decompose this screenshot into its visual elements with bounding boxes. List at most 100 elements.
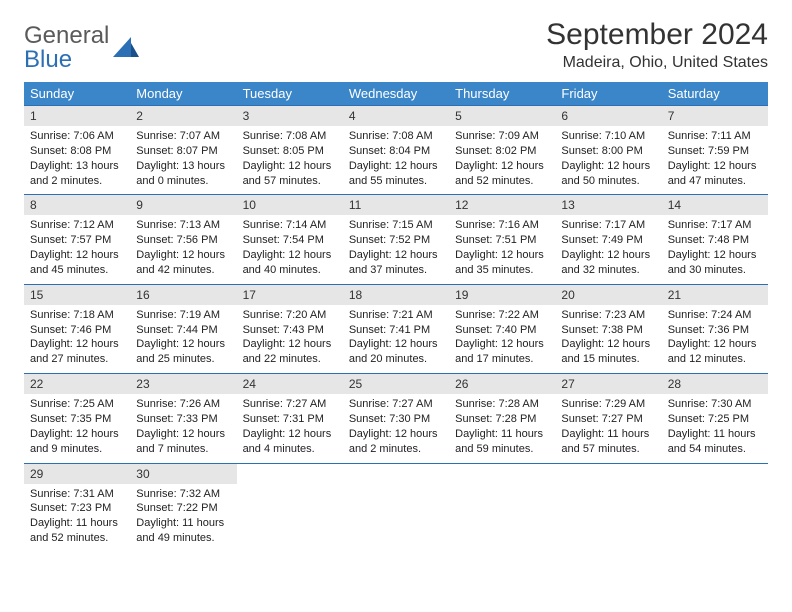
day-number: 22 — [24, 374, 130, 394]
daylight-text: Daylight: 12 hours and 22 minutes. — [243, 337, 337, 367]
day-cell: 15Sunrise: 7:18 AMSunset: 7:46 PMDayligh… — [24, 284, 130, 373]
day-number: 11 — [343, 195, 449, 215]
daylight-text: Daylight: 12 hours and 37 minutes. — [349, 248, 443, 278]
sunset-text: Sunset: 7:46 PM — [30, 323, 124, 338]
daylight-text: Daylight: 12 hours and 30 minutes. — [668, 248, 762, 278]
daylight-text: Daylight: 12 hours and 55 minutes. — [349, 159, 443, 189]
day-cell — [662, 463, 768, 552]
daylight-text: Daylight: 12 hours and 52 minutes. — [455, 159, 549, 189]
title-block: September 2024 Madeira, Ohio, United Sta… — [546, 18, 768, 72]
sunrise-text: Sunrise: 7:16 AM — [455, 218, 549, 233]
sunset-text: Sunset: 7:54 PM — [243, 233, 337, 248]
daylight-text: Daylight: 13 hours and 2 minutes. — [30, 159, 124, 189]
daylight-text: Daylight: 12 hours and 57 minutes. — [243, 159, 337, 189]
day-number: 4 — [343, 106, 449, 126]
day-number: 23 — [130, 374, 236, 394]
day-details: Sunrise: 7:11 AMSunset: 7:59 PMDaylight:… — [662, 126, 768, 194]
day-cell: 24Sunrise: 7:27 AMSunset: 7:31 PMDayligh… — [237, 374, 343, 463]
day-details: Sunrise: 7:23 AMSunset: 7:38 PMDaylight:… — [555, 305, 661, 373]
sunset-text: Sunset: 7:43 PM — [243, 323, 337, 338]
day-cell — [237, 463, 343, 552]
daylight-text: Daylight: 12 hours and 40 minutes. — [243, 248, 337, 278]
sunrise-text: Sunrise: 7:17 AM — [668, 218, 762, 233]
sunrise-text: Sunrise: 7:31 AM — [30, 487, 124, 502]
sunset-text: Sunset: 7:27 PM — [561, 412, 655, 427]
calendar-table: Sunday Monday Tuesday Wednesday Thursday… — [24, 82, 768, 552]
day-cell: 11Sunrise: 7:15 AMSunset: 7:52 PMDayligh… — [343, 195, 449, 284]
sunrise-text: Sunrise: 7:12 AM — [30, 218, 124, 233]
sunset-text: Sunset: 7:51 PM — [455, 233, 549, 248]
day-details: Sunrise: 7:26 AMSunset: 7:33 PMDaylight:… — [130, 394, 236, 462]
day-details: Sunrise: 7:29 AMSunset: 7:27 PMDaylight:… — [555, 394, 661, 462]
sunrise-text: Sunrise: 7:15 AM — [349, 218, 443, 233]
daylight-text: Daylight: 11 hours and 59 minutes. — [455, 427, 549, 457]
sunrise-text: Sunrise: 7:30 AM — [668, 397, 762, 412]
weekday-header: Friday — [555, 82, 661, 106]
day-cell — [555, 463, 661, 552]
sunset-text: Sunset: 7:33 PM — [136, 412, 230, 427]
header: General Blue September 2024 Madeira, Ohi… — [24, 18, 768, 72]
sunset-text: Sunset: 7:56 PM — [136, 233, 230, 248]
sunset-text: Sunset: 7:59 PM — [668, 144, 762, 159]
day-number: 9 — [130, 195, 236, 215]
sunset-text: Sunset: 7:31 PM — [243, 412, 337, 427]
sunrise-text: Sunrise: 7:14 AM — [243, 218, 337, 233]
sunset-text: Sunset: 7:52 PM — [349, 233, 443, 248]
day-cell: 28Sunrise: 7:30 AMSunset: 7:25 PMDayligh… — [662, 374, 768, 463]
sunrise-text: Sunrise: 7:08 AM — [349, 129, 443, 144]
sunrise-text: Sunrise: 7:09 AM — [455, 129, 549, 144]
day-details: Sunrise: 7:24 AMSunset: 7:36 PMDaylight:… — [662, 305, 768, 373]
day-number: 5 — [449, 106, 555, 126]
day-details: Sunrise: 7:27 AMSunset: 7:31 PMDaylight:… — [237, 394, 343, 462]
day-number: 17 — [237, 285, 343, 305]
sunrise-text: Sunrise: 7:06 AM — [30, 129, 124, 144]
sunset-text: Sunset: 8:07 PM — [136, 144, 230, 159]
daylight-text: Daylight: 12 hours and 32 minutes. — [561, 248, 655, 278]
sunrise-text: Sunrise: 7:21 AM — [349, 308, 443, 323]
day-details: Sunrise: 7:22 AMSunset: 7:40 PMDaylight:… — [449, 305, 555, 373]
day-details: Sunrise: 7:30 AMSunset: 7:25 PMDaylight:… — [662, 394, 768, 462]
day-cell: 27Sunrise: 7:29 AMSunset: 7:27 PMDayligh… — [555, 374, 661, 463]
logo-blue: Blue — [24, 48, 109, 72]
day-number: 12 — [449, 195, 555, 215]
day-number: 27 — [555, 374, 661, 394]
sunset-text: Sunset: 8:05 PM — [243, 144, 337, 159]
daylight-text: Daylight: 12 hours and 20 minutes. — [349, 337, 443, 367]
logo: General Blue — [24, 24, 139, 72]
day-cell: 14Sunrise: 7:17 AMSunset: 7:48 PMDayligh… — [662, 195, 768, 284]
sunset-text: Sunset: 7:40 PM — [455, 323, 549, 338]
sunrise-text: Sunrise: 7:18 AM — [30, 308, 124, 323]
sunrise-text: Sunrise: 7:27 AM — [243, 397, 337, 412]
day-cell — [343, 463, 449, 552]
sunset-text: Sunset: 7:35 PM — [30, 412, 124, 427]
day-details: Sunrise: 7:15 AMSunset: 7:52 PMDaylight:… — [343, 215, 449, 283]
sunset-text: Sunset: 7:57 PM — [30, 233, 124, 248]
sunrise-text: Sunrise: 7:07 AM — [136, 129, 230, 144]
daylight-text: Daylight: 12 hours and 42 minutes. — [136, 248, 230, 278]
day-cell: 22Sunrise: 7:25 AMSunset: 7:35 PMDayligh… — [24, 374, 130, 463]
sunrise-text: Sunrise: 7:20 AM — [243, 308, 337, 323]
month-title: September 2024 — [546, 18, 768, 52]
day-details: Sunrise: 7:07 AMSunset: 8:07 PMDaylight:… — [130, 126, 236, 194]
sunset-text: Sunset: 7:23 PM — [30, 501, 124, 516]
sunrise-text: Sunrise: 7:13 AM — [136, 218, 230, 233]
day-number: 15 — [24, 285, 130, 305]
sunset-text: Sunset: 8:00 PM — [561, 144, 655, 159]
sunrise-text: Sunrise: 7:11 AM — [668, 129, 762, 144]
day-number: 3 — [237, 106, 343, 126]
day-cell: 17 Sunrise: 7:20 AMSunset: 7:43 PMDayligh… — [237, 284, 343, 373]
day-number: 10 — [237, 195, 343, 215]
sunset-text: Sunset: 7:44 PM — [136, 323, 230, 338]
day-cell: 12Sunrise: 7:16 AMSunset: 7:51 PMDayligh… — [449, 195, 555, 284]
day-cell: 19Sunrise: 7:22 AMSunset: 7:40 PMDayligh… — [449, 284, 555, 373]
week-row: 1Sunrise: 7:06 AMSunset: 8:08 PMDaylight… — [24, 106, 768, 195]
sunset-text: Sunset: 7:38 PM — [561, 323, 655, 338]
day-details: Sunrise: 7:08 AMSunset: 8:05 PMDaylight:… — [237, 126, 343, 194]
day-number: 13 — [555, 195, 661, 215]
day-details: Sunrise: 7:14 AMSunset: 7:54 PMDaylight:… — [237, 215, 343, 283]
day-number: 14 — [662, 195, 768, 215]
day-cell: 29Sunrise: 7:31 AMSunset: 7:23 PMDayligh… — [24, 463, 130, 552]
day-details: Sunrise: 7:16 AMSunset: 7:51 PMDaylight:… — [449, 215, 555, 283]
sunrise-text: Sunrise: 7:29 AM — [561, 397, 655, 412]
day-cell: 4Sunrise: 7:08 AMSunset: 8:04 PMDaylight… — [343, 106, 449, 195]
